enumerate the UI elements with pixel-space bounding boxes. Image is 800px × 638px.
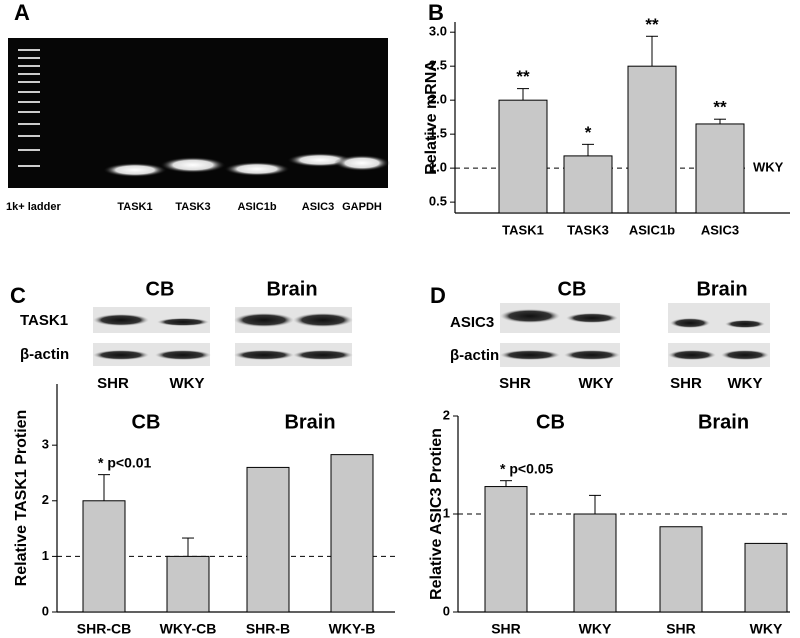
blot-lane: WKY: [579, 375, 614, 392]
y-tick-label: 2: [42, 492, 49, 507]
bar: [166, 555, 210, 613]
lane-label: 1k+ ladder: [6, 201, 61, 213]
annotation: **: [713, 98, 727, 117]
y-tick-label: 3: [42, 437, 49, 452]
group-label: Brain: [698, 411, 749, 433]
x-tick-label: SHR: [666, 621, 696, 637]
panel-label: C: [10, 283, 26, 308]
group-label: Brain: [284, 411, 335, 433]
blot: [93, 307, 353, 366]
bar: [573, 513, 617, 613]
x-tick-label: SHR: [491, 621, 521, 637]
blot-group: CB: [558, 278, 587, 300]
y-axis-label: Relative ASIC3 Protien: [428, 428, 445, 600]
blot-lane: WKY: [728, 375, 763, 392]
bar: [744, 542, 788, 613]
bar: [246, 466, 290, 613]
y-tick-label: 1: [42, 548, 49, 563]
blot-group: Brain: [266, 278, 317, 300]
blot-group: CB: [146, 278, 175, 300]
bar: [659, 526, 703, 613]
annotation: *: [585, 123, 592, 142]
annotation: **: [645, 15, 659, 34]
blot-lane: SHR: [499, 375, 531, 392]
bar: [627, 65, 677, 214]
blot-lane: WKY: [170, 375, 205, 392]
annotation: * p<0.01: [98, 454, 152, 470]
y-tick-label: 0.5: [429, 194, 447, 209]
bar: [82, 500, 126, 613]
x-tick-label: WKY-CB: [160, 621, 217, 637]
lane-label: ASIC3: [302, 201, 334, 213]
y-tick-label: 0: [443, 603, 450, 618]
y-tick-label: 2.0: [429, 92, 447, 107]
group-label: CB: [132, 411, 161, 433]
panel-label: B: [428, 0, 444, 25]
gel-bands: [103, 153, 390, 177]
annotation: * p<0.05: [500, 460, 554, 476]
x-tick-label: WKY-B: [329, 621, 376, 637]
lane-label: GAPDH: [342, 201, 382, 213]
annotation: **: [516, 67, 530, 86]
reference-label: WKY: [753, 160, 784, 175]
y-tick-label: 1.5: [429, 126, 447, 141]
y-tick-label: 2.5: [429, 58, 447, 73]
blot-row: β-actin: [20, 346, 69, 363]
blot-row: ASIC3: [450, 314, 494, 331]
x-tick-label: WKY: [750, 621, 783, 637]
group-label: CB: [536, 411, 565, 433]
lane-label: TASK3: [175, 201, 210, 213]
x-tick-label: ASIC3: [701, 222, 739, 237]
blot-row: β-actin: [450, 347, 499, 364]
x-tick-label: SHR-CB: [77, 621, 131, 637]
panel-label: A: [14, 0, 30, 25]
x-tick-label: ASIC1b: [629, 222, 675, 237]
y-axis-label: Relative TASK1 Protien: [13, 410, 30, 587]
bar: [695, 123, 745, 214]
x-tick-label: SHR-B: [246, 621, 290, 637]
ladder: [18, 49, 40, 167]
x-tick-label: WKY: [579, 621, 612, 637]
bar: [563, 155, 613, 214]
blot-group: Brain: [696, 278, 747, 300]
y-tick-label: 0: [42, 603, 49, 618]
blot: [500, 303, 770, 367]
blot-row: TASK1: [20, 312, 68, 329]
lane-label: ASIC1b: [237, 201, 276, 213]
bar: [484, 486, 528, 613]
y-tick-label: 2: [443, 407, 450, 422]
blot-lane: SHR: [670, 375, 702, 392]
x-tick-label: TASK3: [567, 222, 609, 237]
bar: [330, 454, 374, 613]
lane-label: TASK1: [117, 201, 152, 213]
blot-lane: SHR: [97, 375, 129, 392]
x-tick-label: TASK1: [502, 222, 544, 237]
bar: [498, 99, 548, 214]
panel-label: D: [430, 283, 446, 308]
y-axis-label: Relative mRNA: [423, 60, 440, 175]
y-tick-label: 1: [443, 505, 450, 520]
y-tick-label: 1.0: [429, 160, 447, 175]
y-tick-label: 3.0: [429, 24, 447, 39]
